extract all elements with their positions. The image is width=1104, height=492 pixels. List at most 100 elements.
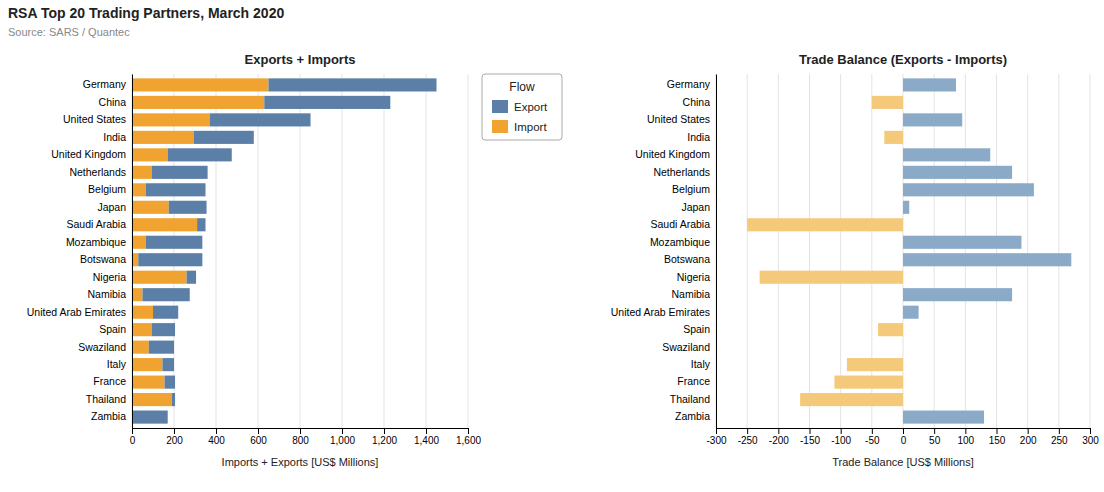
y-tick-label: India [687,131,710,143]
bar [903,288,1012,301]
bar [903,113,962,126]
x-axis-line [717,429,1091,435]
x-tick-mark [903,428,904,434]
x-tick-label: 200 [1020,435,1037,446]
y-tick-label: United States [647,113,710,125]
x-tick: 600 [250,428,267,446]
y-tick-label: Japan [97,201,126,213]
bar [168,148,232,161]
bars [132,78,437,423]
bar [269,78,437,91]
y-tick-label: Netherlands [69,166,126,178]
y-tick: United States [63,113,132,125]
x-tick-label: 150 [989,435,1006,446]
y-tick-label: Botswana [80,253,126,265]
chart-title: Trade Balance (Exports - Imports) [799,52,1007,67]
y-tick: Belgium [672,183,716,195]
bar [132,323,152,336]
legend-frame [482,74,562,140]
bar [210,113,311,126]
y-tick-label: Nigeria [93,271,126,283]
y-tick-label: Mozambique [66,236,126,248]
y-tick-label: Italy [691,358,711,370]
grid-line [342,74,343,428]
bar [149,341,174,354]
x-tick: 100 [957,428,974,446]
y-tick-label: Mozambique [650,236,710,248]
x-tick-mark [934,428,935,434]
bar [903,78,956,91]
grid-line [216,74,217,428]
y-tick: United Arab Emirates [611,306,716,318]
bar [264,96,390,109]
y-tick: Zambia [91,410,132,422]
grid-line [809,74,810,428]
x-tick-label: 50 [929,435,941,446]
x-tick: 1,600 [456,428,481,446]
x-tick-mark [300,428,301,434]
x-tick: -200 [769,428,789,446]
bar [172,393,175,406]
bar [132,271,187,284]
grid-line [1090,74,1091,428]
grid-line [871,74,872,428]
legend-label: Export [514,101,548,113]
bar [884,131,903,144]
y-tick-label: United Arab Emirates [611,306,710,318]
x-tick: 1,000 [330,428,355,446]
x-axis-title: Trade Balance [US$ Millions] [832,456,973,468]
x-tick-mark [810,428,811,434]
y-tick: United Kingdom [51,148,132,160]
x-tick-label: 1,400 [414,435,439,446]
y-tick-label: France [677,375,710,387]
x-tick-mark [216,428,217,434]
x-axis-line [133,429,469,435]
y-tick-label: Germany [83,78,127,90]
bar [132,218,197,231]
y-tick-label: United Arab Emirates [27,306,126,318]
x-tick-mark [778,428,779,434]
y-tick: France [677,375,716,387]
bar [132,183,146,196]
y-tick-label: Saudi Arabia [650,218,710,230]
bar [132,131,194,144]
grid-line [258,74,259,428]
bar [132,96,264,109]
bar [132,201,169,214]
bar [903,253,1071,266]
y-tick: India [687,131,716,143]
x-tick-label: 400 [208,435,225,446]
chart: 02004006008001,0001,2001,4001,600Germany… [27,52,482,468]
x-tick-mark [1090,428,1091,434]
y-tick: Mozambique [66,236,132,248]
bar [903,201,909,214]
y-tick-label: Netherlands [653,166,710,178]
bar [187,271,196,284]
y-tick: Japan [681,201,716,213]
x-tick-label: -300 [706,435,726,446]
x-tick-label: -50 [865,435,880,446]
bar [878,323,903,336]
x-tick: 200 [1020,428,1037,446]
chart: -300-250-200-150-100-5005010015020025030… [611,52,1099,468]
x-tick: -50 [865,428,880,446]
y-tick-label: Italy [107,358,127,370]
x-tick-label: 0 [130,435,136,446]
x-axis-title: Imports + Exports [US$ Millions] [222,456,379,468]
bar [132,376,165,389]
y-tick: Swaziland [78,341,132,353]
x-tick: -250 [738,428,758,446]
grid-line [903,74,904,428]
x-tick: 200 [166,428,183,446]
bar [847,358,903,371]
x-tick-mark [258,428,259,434]
bar [903,411,984,424]
grid-line [384,74,385,428]
bar [146,183,206,196]
y-tick-label: Germany [667,78,711,90]
grid-line [174,74,175,428]
grid-line [996,74,997,428]
bar [152,323,175,336]
bar [132,393,172,406]
y-tick-label: United Kingdom [635,148,710,160]
